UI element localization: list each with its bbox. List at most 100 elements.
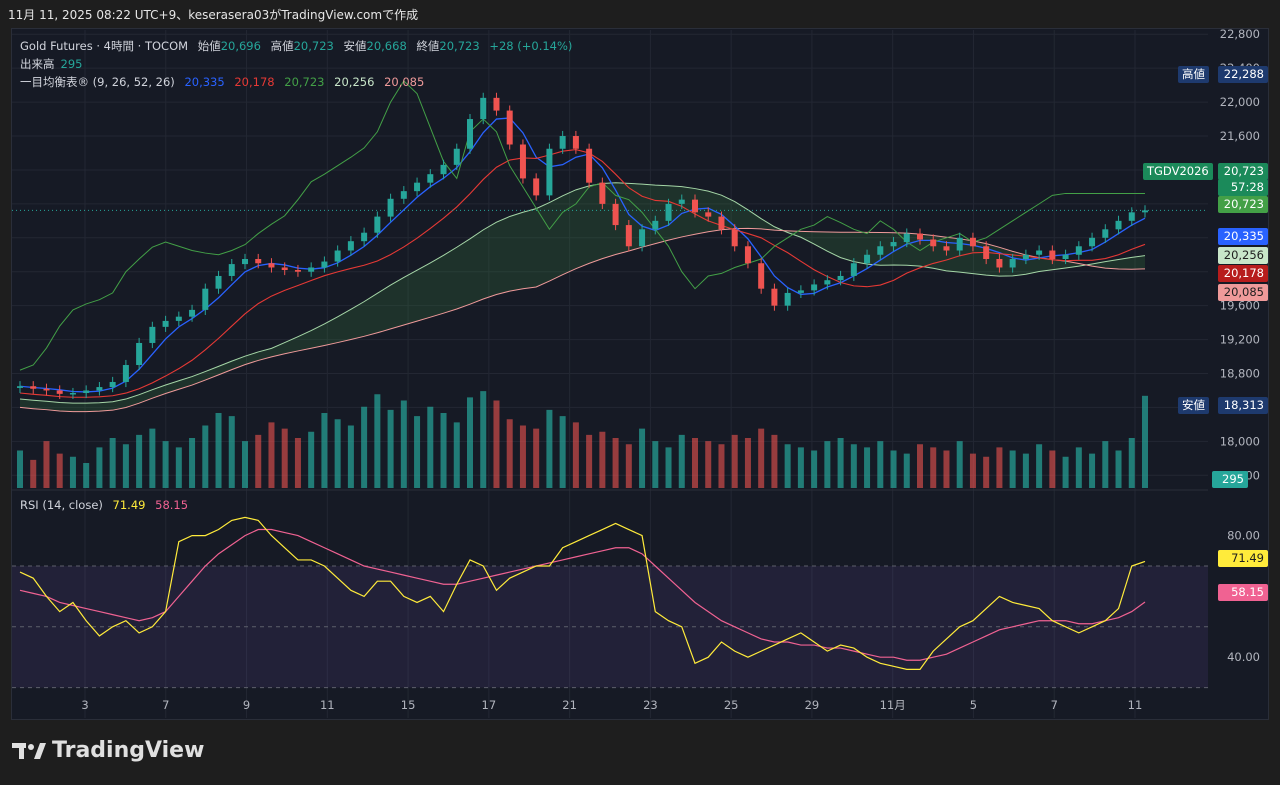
price-tick-label: 18,000 [1220, 434, 1260, 448]
volume-bar [519, 425, 526, 488]
open-label: 始値 [197, 39, 221, 53]
candle-body [414, 182, 421, 192]
candle-body [149, 326, 156, 343]
rsi-ma-line [19, 528, 1146, 661]
volume-bar [281, 428, 288, 488]
volume-bar [559, 416, 566, 488]
candle-body [930, 239, 937, 247]
rsi-band [12, 566, 1208, 688]
candle-body [83, 390, 90, 394]
candle-body [96, 387, 103, 391]
time-tick-label: 21 [562, 698, 577, 712]
candle-body [744, 246, 751, 264]
volume-bar [625, 444, 632, 488]
price-tick-label: 21,600 [1220, 129, 1260, 143]
volume-bar [400, 400, 407, 488]
candle-body [189, 309, 196, 317]
candle-body [718, 216, 725, 230]
low-value: 20,668 [366, 39, 407, 53]
candle-body [202, 288, 209, 310]
candle-body [572, 136, 579, 149]
ichimoku-label: 一目均衡表® (9, 26, 52, 26) [20, 75, 175, 89]
volume-bar [255, 434, 262, 488]
volume-bar [493, 400, 500, 488]
time-tick-label: 29 [805, 698, 820, 712]
volume-bar [414, 416, 421, 488]
volume-bar [136, 434, 143, 488]
candle-body [599, 182, 606, 204]
tradingview-logo-icon [12, 742, 46, 759]
candle-body [705, 212, 712, 217]
candle-body [109, 381, 116, 388]
time-tick-label: 11月 [880, 698, 906, 712]
volume-bar [692, 438, 698, 488]
volume-bar [374, 394, 381, 488]
candle-body [506, 110, 513, 145]
volume-bar [228, 416, 235, 488]
volume-bar [784, 444, 791, 488]
legend-row-3: 一目均衡表® (9, 26, 52, 26) 20,335 20,178 20,… [20, 74, 430, 90]
volume-label: 出来高 [20, 57, 55, 71]
tradingview-logo[interactable]: TradingView [12, 738, 204, 763]
span-b-value: 20,085 [384, 75, 425, 89]
candle-body [758, 263, 765, 289]
volume-bar [56, 453, 63, 488]
rsi-ma-badge: 58.15 [1218, 584, 1268, 601]
volume-bar [890, 450, 897, 488]
volume-bar [731, 434, 738, 488]
volume-bar [771, 434, 778, 488]
low-marker-label: 安値 [1178, 397, 1209, 414]
candle-body [652, 220, 659, 230]
candle-body [242, 259, 248, 265]
volume-bar [705, 441, 712, 488]
candle-body [784, 292, 791, 306]
time-tick-label: 23 [643, 698, 658, 712]
high-value: 20,723 [293, 39, 334, 53]
volume-bar [1009, 450, 1016, 488]
candle-body [162, 320, 169, 327]
candle-body [1128, 212, 1135, 221]
symbol-title: Gold Futures · 4時間 · TOCOM [20, 39, 189, 53]
volume-bar [943, 450, 950, 488]
candle-body [1009, 259, 1016, 268]
candle-body [996, 259, 1003, 268]
time-tick-label: 17 [482, 698, 497, 712]
time-tick-label: 11 [1128, 698, 1143, 712]
cloud-fill [20, 182, 1145, 412]
candle-body [308, 267, 315, 272]
volume-bar [837, 438, 844, 488]
volume-bar [308, 431, 315, 488]
candle-body [956, 237, 963, 251]
tenkan-value: 20,335 [184, 75, 225, 89]
candle-body [17, 386, 23, 388]
ichimoku-cloud [20, 182, 1145, 412]
rsi-tick-label: 40.00 [1227, 650, 1260, 664]
candle-body [850, 263, 857, 276]
volume-bar [334, 419, 341, 488]
brand-name: TradingView [52, 738, 205, 763]
volume-value: 295 [60, 57, 83, 71]
candle-body [731, 229, 738, 247]
volume-bar [506, 419, 513, 488]
open-value: 20,696 [220, 39, 261, 53]
time-tick-label: 25 [724, 698, 739, 712]
candle-body [692, 199, 698, 213]
close-label: 終値 [416, 39, 440, 53]
candle-body [268, 263, 275, 268]
candle-body [1142, 210, 1148, 213]
candle-body [334, 250, 341, 262]
volume-bar [533, 428, 540, 488]
candle-body [361, 232, 368, 242]
candle-body [1075, 246, 1082, 255]
volume-bar [586, 434, 593, 488]
volume-bar [1022, 453, 1029, 488]
candle-body [678, 199, 685, 204]
low-marker-value: 18,313 [1218, 397, 1268, 414]
price-tick-label: 19,200 [1220, 333, 1260, 347]
candle-body [943, 246, 950, 251]
chikou-badge: 20,723 [1218, 196, 1268, 213]
candle-body [519, 144, 526, 179]
candle-body [30, 386, 37, 389]
rsi-value: 71.49 [112, 498, 146, 512]
